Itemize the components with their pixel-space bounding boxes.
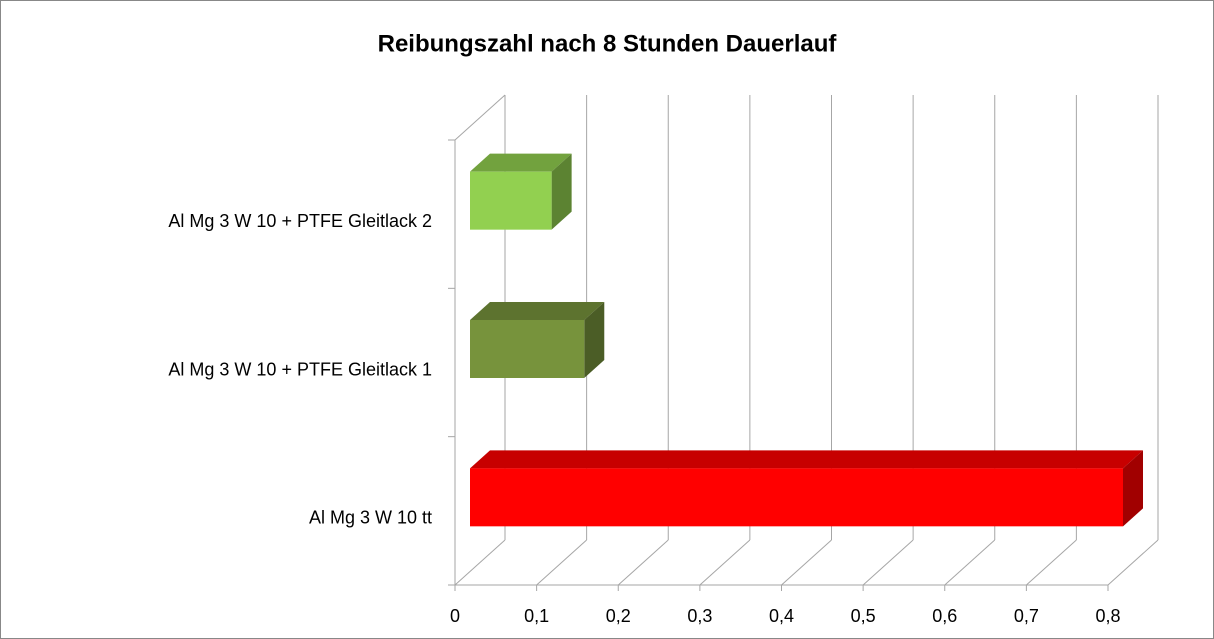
y-tick-label: Al Mg 3 W 10 + PTFE Gleitlack 2 — [168, 211, 432, 231]
axis-line — [454, 94, 506, 141]
grid-line — [781, 539, 832, 586]
x-tick-label: 0,1 — [524, 606, 549, 626]
x-tick-label: 0,7 — [1014, 606, 1039, 626]
grid-line — [454, 539, 506, 586]
grid-line — [536, 539, 587, 586]
chart-title: Reibungszahl nach 8 Stunden Dauerlauf — [378, 30, 838, 57]
x-tick-label: 0,5 — [851, 606, 876, 626]
grid-line — [1107, 539, 1159, 586]
bar — [470, 468, 1123, 527]
bar-top — [470, 153, 572, 172]
x-tick-label: 0 — [450, 606, 460, 626]
bar — [470, 320, 585, 378]
x-tick-label: 0,8 — [1095, 606, 1120, 626]
grid-line — [944, 539, 996, 586]
x-tick-label: 0,6 — [932, 606, 957, 626]
grid-line — [617, 539, 669, 586]
grid-line — [862, 539, 914, 586]
grid-line — [699, 539, 751, 586]
bar-side — [1123, 450, 1143, 527]
x-tick-label: 0,2 — [606, 606, 631, 626]
bar-top — [470, 450, 1143, 469]
grid-line — [1026, 539, 1077, 586]
y-tick-label: Al Mg 3 W 10 tt — [309, 508, 432, 528]
y-tick-label: Al Mg 3 W 10 + PTFE Gleitlack 1 — [168, 359, 432, 379]
bar-side — [584, 302, 605, 378]
bar-side — [551, 153, 572, 230]
x-tick-label: 0,4 — [769, 606, 794, 626]
x-tick-label: 0,3 — [687, 606, 712, 626]
bar — [470, 171, 552, 230]
bar-top — [470, 302, 605, 320]
